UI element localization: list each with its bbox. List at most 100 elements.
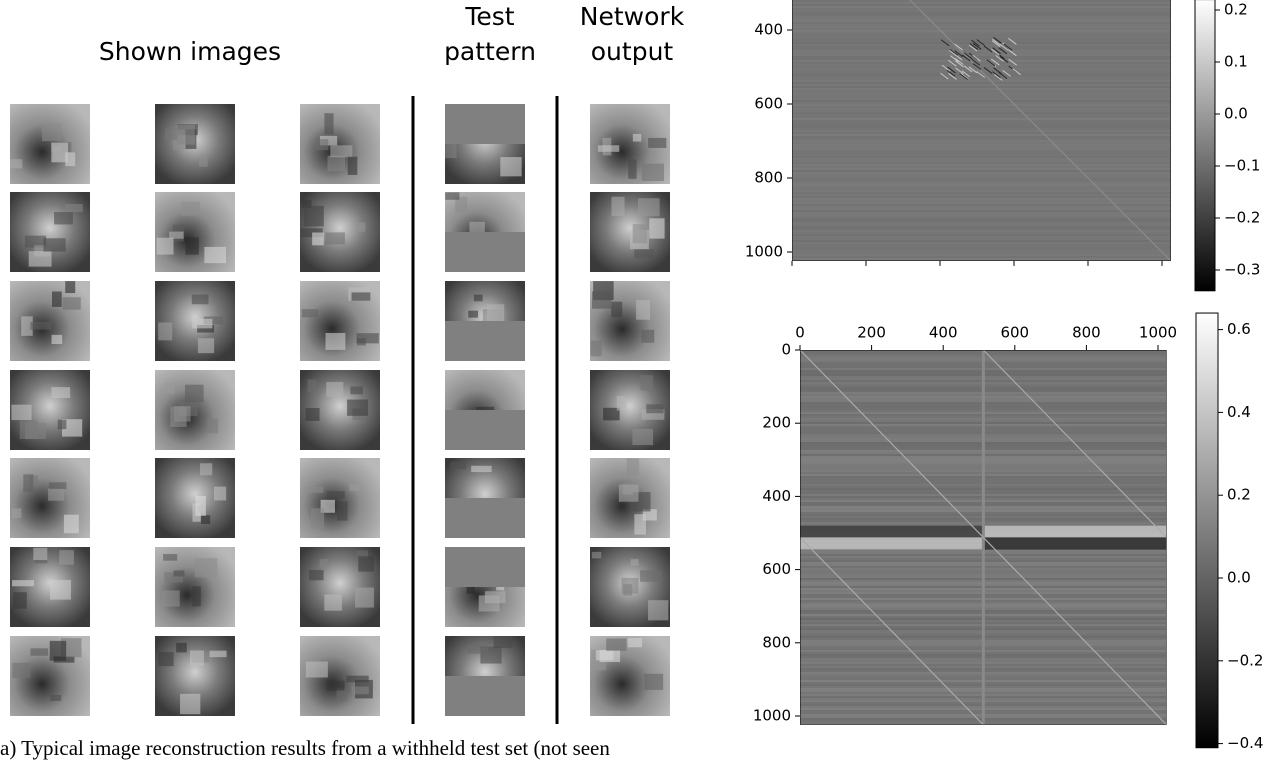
heatmap-row (792, 90, 1171, 92)
heatmap-band (983, 537, 1167, 550)
heatmap-row (792, 228, 1171, 230)
heatmap-row (792, 102, 1171, 104)
thumbnail-detail (176, 124, 195, 145)
heatmap-row (792, 94, 1171, 96)
colorbar (1195, 312, 1219, 749)
heatmap-streak (1003, 43, 1013, 51)
heatmap-row (792, 130, 1171, 132)
thumbnail-detail (445, 141, 457, 159)
colorbar-tick-label: −0.1 (1224, 157, 1260, 175)
mask (445, 410, 525, 450)
thumbnail-detail (648, 137, 667, 148)
thumbnail-detail (206, 418, 219, 434)
thumbnail-detail (173, 406, 191, 422)
y-tick-label: 200 (762, 414, 791, 432)
thumbnail-detail (500, 157, 522, 177)
heatmap-streak (993, 37, 1002, 44)
heatmap-row (792, 182, 1171, 184)
thumbnail-detail (634, 249, 655, 259)
thumbnail-detail (194, 558, 218, 578)
thumbnail-detail (325, 232, 345, 245)
heatmap-streak (983, 45, 993, 53)
thumbnail-detail (632, 428, 654, 446)
heatmap-row (792, 144, 1171, 146)
heatmap-row (792, 180, 1171, 182)
heatmap-row (792, 126, 1171, 128)
thumbnail-detail (199, 463, 213, 476)
heatmap-streak (949, 49, 959, 56)
thumbnail-detail (164, 128, 178, 140)
heatmap-streak (940, 72, 949, 80)
heatmap-row (792, 216, 1171, 218)
heatmap-row (792, 186, 1171, 188)
thumbnail (300, 104, 380, 184)
heatmap-row (792, 76, 1171, 78)
heatmap-row (792, 222, 1171, 224)
thumbnail-detail (350, 386, 363, 395)
thumbnail-detail (164, 382, 175, 394)
heatmap-row (792, 258, 1171, 260)
thumbnail-detail (337, 501, 348, 521)
thumbnail-detail (65, 203, 83, 213)
thumbnail-detail (308, 570, 324, 581)
heatmap-streak (992, 47, 1001, 55)
thumbnail-detail (29, 475, 39, 487)
thumbnail-detail (30, 648, 49, 656)
heatmap-row (792, 10, 1171, 12)
heatmap-row (792, 2, 1171, 4)
thumbnail-detail (48, 488, 65, 501)
thumbnail-detail (176, 642, 187, 653)
heatmap-row (792, 146, 1171, 148)
heatmap-streak (1002, 69, 1011, 77)
heatmap-streak (954, 58, 964, 65)
heatmap-row (792, 110, 1171, 112)
heatmap-streak (961, 70, 971, 78)
heatmap-row (792, 190, 1171, 192)
thumbnail-detail (597, 145, 620, 152)
thumbnail-detail (606, 638, 627, 651)
heatmap-row (792, 106, 1171, 108)
heatmap-row (792, 188, 1171, 190)
heatmap-streak (1008, 58, 1017, 66)
heatmap-streak (1012, 68, 1021, 76)
heatmap-row (792, 128, 1171, 130)
heatmap-streak (999, 56, 1009, 63)
heatmap-row (792, 184, 1171, 186)
colorbar-tick-label: −0.2 (1224, 209, 1260, 227)
thumbnail-detail (346, 675, 369, 683)
thumbnail-detail (611, 196, 625, 216)
thumbnail-detail (184, 384, 204, 403)
thumbnail-detail (646, 404, 664, 414)
thumbnail-detail (12, 662, 31, 678)
heatmap-row (792, 248, 1171, 250)
heatmap-row (792, 86, 1171, 88)
thumbnail-detail (51, 142, 68, 163)
thumbnail-detail (50, 694, 62, 701)
heatmap-row (792, 138, 1171, 140)
thumbnail-detail (319, 135, 338, 146)
thumbnail-detail (195, 495, 206, 516)
heatmap-row (792, 194, 1171, 196)
colorbar-tick-label: 0.0 (1224, 105, 1248, 123)
thumbnail-detail (302, 200, 312, 208)
heatmap-row (792, 210, 1171, 212)
thumbnail-detail (347, 399, 369, 416)
heatmap-streak (948, 59, 957, 67)
heatmap-row (792, 52, 1171, 54)
heatmap-row (792, 24, 1171, 26)
heatmap-streak (947, 66, 956, 74)
thumbnail-detail (191, 294, 209, 305)
thumbnail-detail (455, 196, 468, 213)
thumbnail-detail (185, 237, 199, 255)
thumbnail-detail (192, 586, 201, 607)
heatmap-row (792, 168, 1171, 170)
heatmap-row (792, 68, 1171, 70)
thumbnail-detail (641, 163, 664, 182)
heatmap-streak (972, 54, 981, 62)
heatmap-row (792, 20, 1171, 22)
heatmap-row (792, 172, 1171, 174)
heatmap-streak (963, 52, 973, 60)
thumbnail-detail (33, 547, 48, 560)
heatmap-row (792, 150, 1171, 152)
mask (445, 321, 525, 361)
